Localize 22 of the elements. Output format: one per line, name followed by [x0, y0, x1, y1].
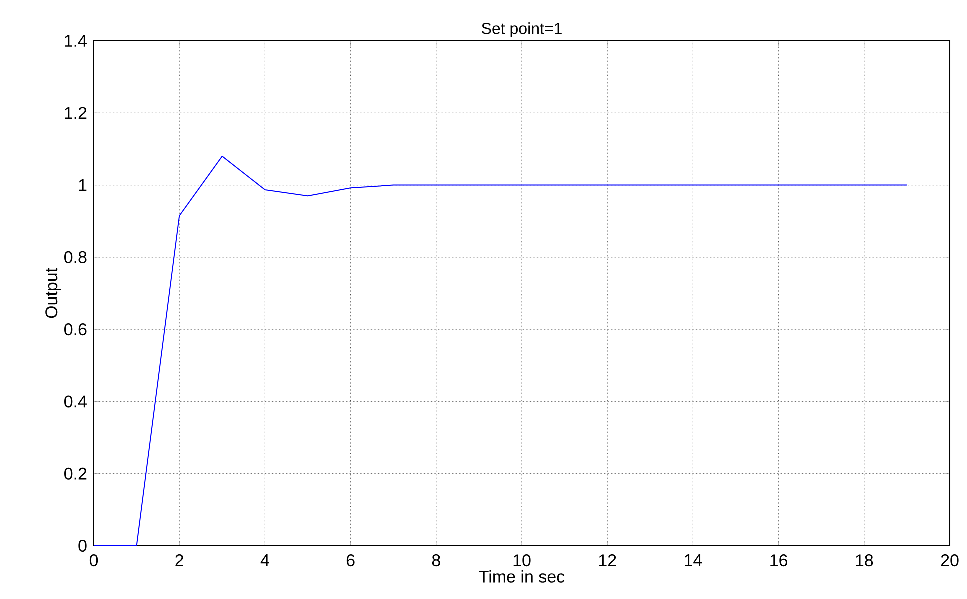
y-axis-title: Output — [46, 268, 62, 318]
chart-title: Set point=1 — [482, 22, 562, 38]
x-tick-label: 8 — [432, 554, 440, 567]
y-tick-label: 0 — [78, 540, 87, 552]
y-tick-label: 1.2 — [65, 107, 87, 120]
y-tick-label: 1.4 — [65, 35, 87, 47]
x-tick-label: 6 — [346, 554, 355, 567]
y-tick-label: 0.2 — [64, 468, 87, 480]
y-tick-label: 0.4 — [64, 396, 87, 408]
x-axis-title: Time in sec — [479, 570, 565, 583]
x-tick-label: 0 — [90, 554, 98, 567]
y-tick-label: 1 — [79, 179, 87, 192]
y-tick-label: 0.6 — [64, 324, 87, 336]
x-tick-label: 14 — [685, 554, 702, 566]
y-tick-label: 0.8 — [64, 251, 87, 264]
x-tick-label: 20 — [941, 554, 959, 567]
x-tick-label: 10 — [514, 554, 531, 567]
x-tick-label: 18 — [856, 554, 874, 567]
x-tick-label: 2 — [176, 554, 184, 566]
x-tick-label: 4 — [260, 554, 270, 566]
x-tick-label: 16 — [770, 554, 788, 567]
x-tick-label: 12 — [599, 554, 616, 566]
